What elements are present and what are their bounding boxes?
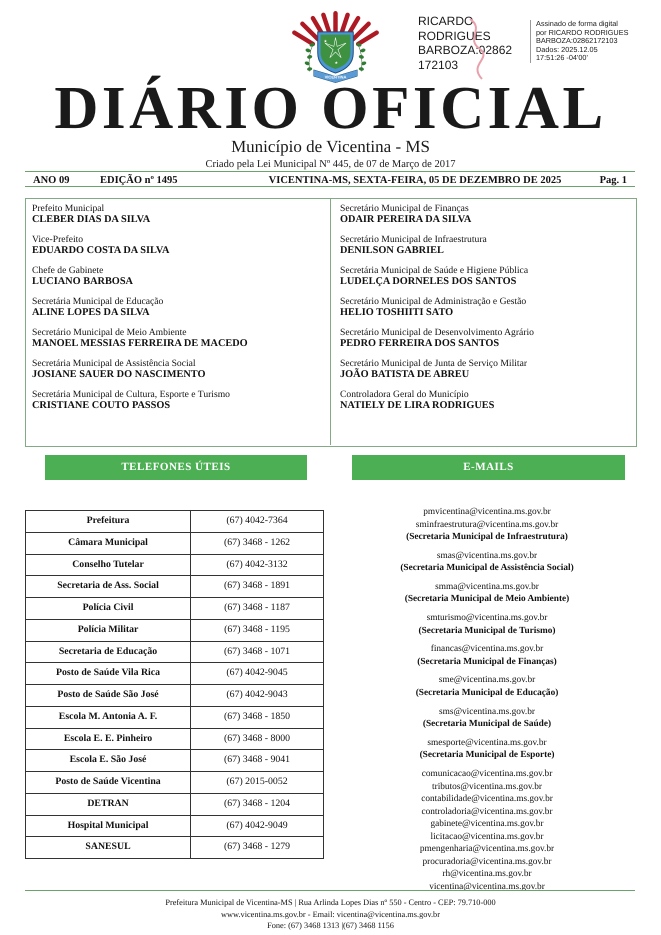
svg-text:★: ★	[324, 39, 328, 44]
svg-text:★: ★	[334, 61, 338, 66]
